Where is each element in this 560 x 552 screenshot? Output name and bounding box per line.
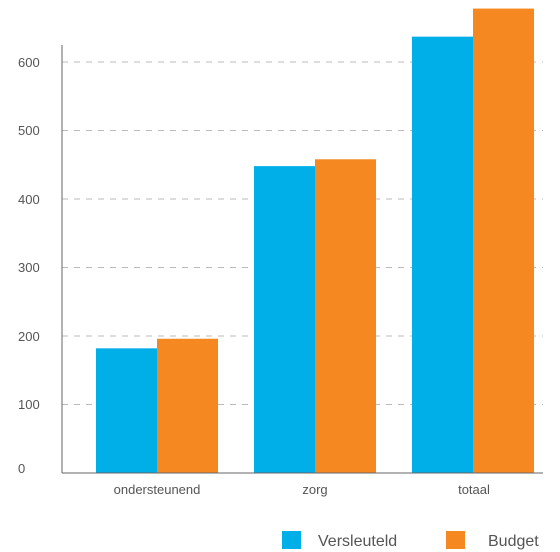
y-axis-ticks: 0 100 200 300 400 500 600 [18,55,40,476]
y-tick-label: 400 [18,192,40,207]
bar-versleuteld-ondersteunend [96,348,157,473]
legend-label-budget: Budget [488,533,539,550]
x-category-label: ondersteunend [114,482,201,497]
bar-budget-ondersteunend [157,338,218,473]
legend-swatch-budget [446,531,465,549]
bar-budget-zorg [315,159,376,473]
bar-budget-totaal [473,8,534,473]
legend: Versleuteld Budget [282,531,539,550]
bar-versleuteld-zorg [254,166,315,473]
x-axis-categories: ondersteunend zorg totaal [114,482,490,497]
x-category-label: zorg [302,482,327,497]
y-tick-label: 500 [18,123,40,138]
bars [96,8,534,473]
y-tick-label: 600 [18,55,40,70]
legend-swatch-versleuteld [282,531,301,549]
y-tick-label: 100 [18,397,40,412]
legend-label-versleuteld: Versleuteld [318,533,397,550]
y-tick-label: 0 [18,461,25,476]
y-tick-label: 300 [18,260,40,275]
bar-versleuteld-totaal [412,36,473,473]
y-tick-label: 200 [18,329,40,344]
x-category-label: totaal [458,482,490,497]
